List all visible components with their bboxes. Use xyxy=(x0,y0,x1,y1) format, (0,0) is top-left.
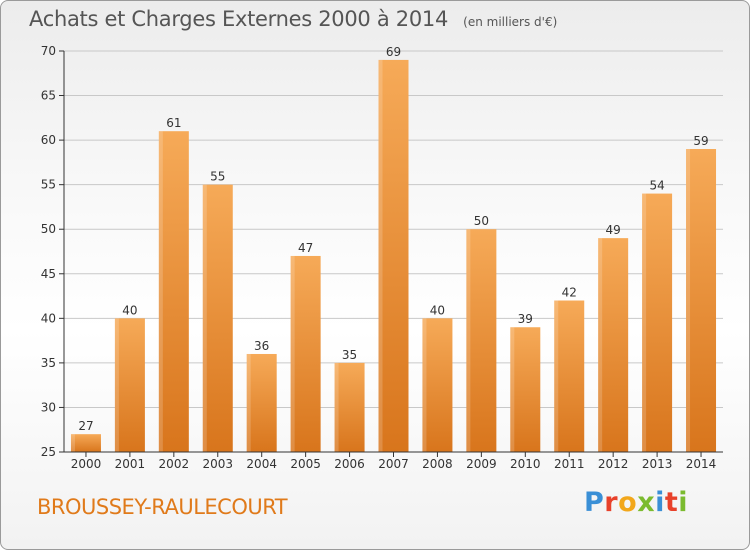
bar-highlight xyxy=(202,184,207,452)
bar-highlight xyxy=(290,255,295,452)
x-tick-label: 2007 xyxy=(378,457,409,471)
y-tick-label: 65 xyxy=(41,89,56,103)
logo-letter: i xyxy=(655,487,665,518)
x-tick-label: 2001 xyxy=(115,457,146,471)
x-tick-label: 2000 xyxy=(71,457,102,471)
bar-highlight xyxy=(642,193,647,453)
bar-highlight xyxy=(114,318,119,452)
x-tick-label: 2011 xyxy=(554,457,585,471)
bar-highlight xyxy=(334,362,339,452)
labels: 25 30 35 40 45 50 55 60 65 70 27 2000 40 2001 61 2002 55… xyxy=(41,44,717,471)
data-label: 42 xyxy=(562,286,577,300)
bar-2000 xyxy=(70,434,101,452)
logo-letter: t xyxy=(664,487,679,518)
title-text: Achats et Charges Externes 2000 à 2014 xyxy=(29,7,449,31)
bar-2006 xyxy=(334,362,365,452)
bar-2014 xyxy=(686,149,717,452)
y-tick-label: 40 xyxy=(41,311,56,325)
data-label: 55 xyxy=(210,170,225,184)
x-tick-label: 2003 xyxy=(202,457,233,471)
y-tick-label: 55 xyxy=(41,178,56,192)
bar-2005 xyxy=(290,255,321,452)
y-tick-label: 70 xyxy=(41,44,56,58)
bar-highlight xyxy=(70,434,75,452)
unit-text: (en milliers d'€) xyxy=(463,15,558,29)
logo-letter: i xyxy=(678,487,689,518)
data-label: 47 xyxy=(298,241,313,255)
bar-2002 xyxy=(158,131,189,452)
x-tick-label: 2004 xyxy=(246,457,277,471)
data-label: 54 xyxy=(649,179,664,193)
data-label: 49 xyxy=(606,223,621,237)
bar-highlight xyxy=(158,131,163,452)
x-tick-label: 2013 xyxy=(642,457,673,471)
y-tick-label: 50 xyxy=(41,222,56,236)
commune-name: BROUSSEY-RAULECOURT xyxy=(37,495,288,519)
y-tick-label: 30 xyxy=(41,400,56,414)
bar-highlight xyxy=(686,149,691,452)
proxiti-logo[interactable]: Proxiti xyxy=(584,487,688,518)
data-label: 27 xyxy=(78,419,93,433)
bar-highlight xyxy=(466,229,471,452)
x-tick-label: 2012 xyxy=(598,457,629,471)
x-tick-label: 2009 xyxy=(466,457,497,471)
y-tick-label: 45 xyxy=(41,267,56,281)
bar-highlight xyxy=(378,59,383,453)
data-label: 40 xyxy=(430,303,445,317)
bar-2013 xyxy=(642,193,673,453)
x-tick-label: 2014 xyxy=(686,457,717,471)
x-tick-label: 2008 xyxy=(422,457,453,471)
y-tick-label: 25 xyxy=(41,445,56,459)
data-label: 36 xyxy=(254,339,269,353)
bars xyxy=(70,59,717,453)
logo-letter: o xyxy=(618,487,638,518)
y-tick-label: 35 xyxy=(41,356,56,370)
data-label: 69 xyxy=(386,45,401,59)
bar-highlight xyxy=(510,327,515,452)
bar-2010 xyxy=(510,327,541,452)
data-label: 40 xyxy=(122,303,137,317)
bar-highlight xyxy=(598,238,603,452)
bar-2012 xyxy=(598,238,629,452)
bar-2007 xyxy=(378,59,409,453)
data-label: 61 xyxy=(166,116,181,130)
bar-2003 xyxy=(202,184,233,452)
data-label: 39 xyxy=(518,312,533,326)
chart-title: Achats et Charges Externes 2000 à 2014 (… xyxy=(29,7,557,31)
axes xyxy=(59,50,723,457)
data-label: 59 xyxy=(693,134,708,148)
x-tick-label: 2006 xyxy=(334,457,365,471)
logo-letter: P xyxy=(584,487,605,518)
x-tick-label: 2010 xyxy=(510,457,541,471)
bar-2008 xyxy=(422,318,453,452)
logo-letter: r xyxy=(604,487,619,518)
logo-letter: x xyxy=(637,487,656,518)
data-label: 50 xyxy=(474,214,489,228)
bar-highlight xyxy=(554,300,559,452)
x-tick-label: 2002 xyxy=(159,457,190,471)
bar-highlight xyxy=(422,318,427,452)
bar-2011 xyxy=(554,300,585,452)
bar-2001 xyxy=(114,318,145,452)
bar-highlight xyxy=(246,353,251,452)
bar-2004 xyxy=(246,353,277,452)
y-tick-label: 60 xyxy=(41,133,56,147)
x-tick-label: 2005 xyxy=(290,457,321,471)
data-label: 35 xyxy=(342,348,357,362)
bar-2009 xyxy=(466,229,497,452)
